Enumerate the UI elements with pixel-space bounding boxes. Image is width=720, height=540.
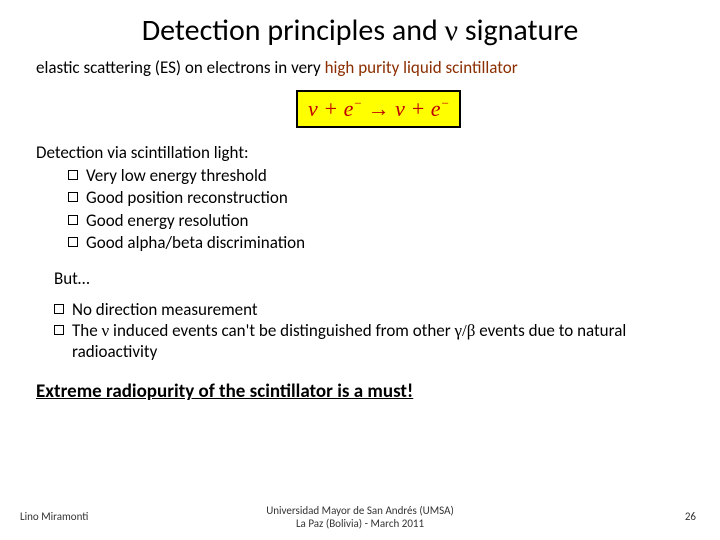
list-item: No direction measurement (54, 299, 684, 320)
but-label: But… (54, 268, 684, 289)
subtitle-pre: elastic scattering (ES) on electrons in … (36, 57, 325, 78)
checkbox-icon (54, 325, 64, 335)
conclusion: Extreme radiopurity of the scintillator … (36, 380, 684, 403)
bullet-text: Very low energy threshold (86, 165, 267, 187)
list-item: Good alpha/beta discrimination (68, 232, 684, 254)
subtitle: elastic scattering (ES) on electrons in … (36, 57, 684, 78)
footer-institution: Universidad Mayor de San Andrés (UMSA) L… (0, 504, 720, 530)
subtitle-highlight: high purity liquid scintillator (325, 57, 518, 78)
title-post: signature (458, 12, 578, 49)
title-pre: Detection principles and (142, 12, 445, 49)
equation-text: ν + e− → ν + e− (308, 96, 449, 121)
footer-inst-line2: La Paz (Bolivia) - March 2011 (296, 517, 424, 530)
bullet-text: Good position reconstruction (86, 187, 288, 209)
equation-box: ν + e− → ν + e− (296, 90, 461, 128)
slide: Detection principles and ν signature ela… (0, 0, 720, 540)
bullet-text: Good energy resolution (86, 210, 249, 232)
checkbox-icon (54, 304, 64, 314)
bullet-text: The ν induced events can't be distinguis… (72, 320, 684, 363)
cons-list: No direction measurement The ν induced e… (54, 299, 684, 363)
list-item: Very low energy threshold (68, 165, 684, 187)
title-nu: ν (445, 14, 459, 47)
footer-author: Lino Miramonti (20, 510, 88, 523)
slide-title: Detection principles and ν signature (36, 12, 684, 49)
bullet-text: No direction measurement (72, 299, 684, 320)
footer: Lino Miramonti Universidad Mayor de San … (0, 504, 720, 530)
list-item: Good energy resolution (68, 210, 684, 232)
footer-inst-line1: Universidad Mayor de San Andrés (UMSA) (266, 504, 454, 517)
checkbox-icon (68, 170, 78, 180)
checkbox-icon (68, 215, 78, 225)
list-item: The ν induced events can't be distinguis… (54, 320, 684, 363)
checkbox-icon (68, 192, 78, 202)
pros-list: Very low energy threshold Good position … (68, 165, 684, 253)
equation-row: ν + e− → ν + e− (36, 90, 684, 128)
section-label: Detection via scintillation light: (36, 142, 684, 163)
footer-page-number: 26 (685, 510, 696, 523)
bullet-text: Good alpha/beta discrimination (86, 232, 305, 254)
list-item: Good position reconstruction (68, 187, 684, 209)
checkbox-icon (68, 237, 78, 247)
